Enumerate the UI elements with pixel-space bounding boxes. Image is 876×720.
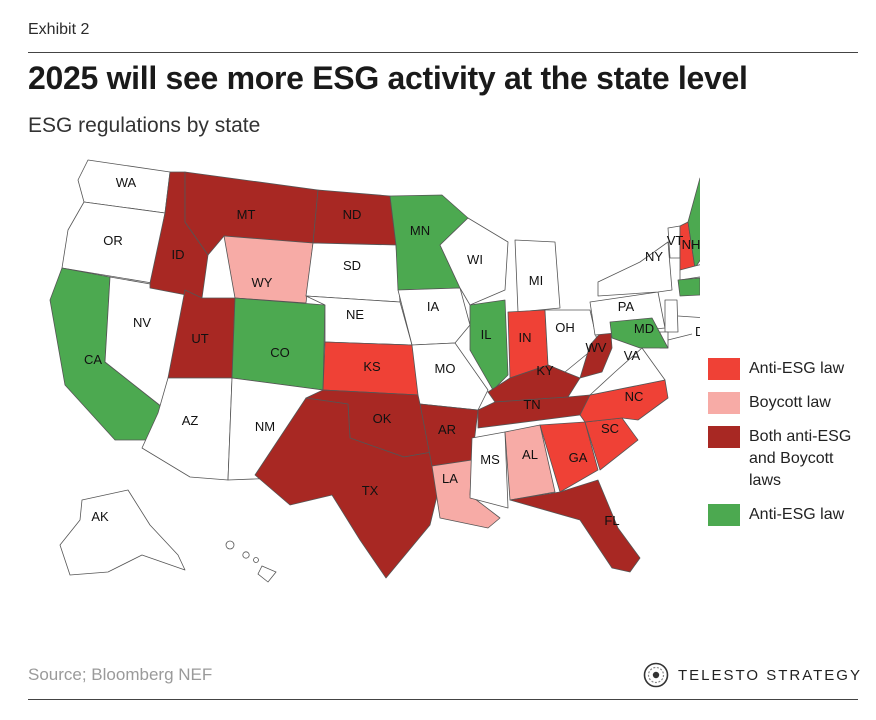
label-MN: MN	[410, 223, 430, 238]
label-TX: TX	[362, 483, 379, 498]
state-WY	[223, 235, 314, 304]
state-AK	[59, 489, 186, 576]
label-IN: IN	[519, 330, 532, 345]
label-ND: ND	[343, 207, 362, 222]
label-VT: VT	[667, 233, 684, 248]
label-OR: OR	[103, 233, 123, 248]
state-IA	[397, 287, 471, 346]
state-MA	[679, 264, 700, 281]
label-FL: FL	[604, 513, 619, 528]
legend-label: Both anti-ESG and Boycott laws	[749, 428, 852, 489]
label-UT: UT	[191, 331, 208, 346]
label-GA: GA	[569, 450, 588, 465]
label-IL: IL	[481, 327, 492, 342]
legend-item: Both anti-ESG and Boycott laws	[708, 426, 868, 492]
state-CT	[677, 277, 700, 297]
label-VA: VA	[624, 348, 641, 363]
label-WY: WY	[252, 275, 273, 290]
label-AZ: AZ	[182, 413, 199, 428]
label-SC: SC	[601, 421, 619, 436]
legend-swatch	[708, 358, 740, 380]
label-OH: OH	[555, 320, 575, 335]
label-MI: MI	[529, 273, 543, 288]
label-PA: PA	[618, 299, 635, 314]
label-KS: KS	[363, 359, 381, 374]
legend-item: Anti-ESG law	[708, 504, 868, 526]
label-TN: TN	[523, 397, 540, 412]
legend-item: Boycott law	[708, 392, 868, 414]
state-TX	[254, 397, 439, 579]
callout-lines	[667, 290, 700, 341]
label-OK: OK	[373, 411, 392, 426]
top-divider	[28, 52, 858, 53]
state-NJ	[664, 299, 679, 333]
bottom-divider	[28, 699, 858, 700]
map-legend: Anti-ESG law Boycott law Both anti-ESG a…	[708, 358, 868, 538]
source-note: Source; Bloomberg NEF	[28, 665, 213, 684]
legend-item: Anti-ESG law	[708, 358, 868, 380]
state-OH	[544, 309, 599, 373]
label-WV: WV	[586, 340, 607, 355]
label-CA: CA	[84, 352, 102, 367]
hawaii-islands	[225, 540, 277, 583]
label-MD: MD	[634, 321, 654, 336]
legend-label: Boycott law	[749, 394, 831, 411]
legend-label: Anti-ESG law	[749, 360, 845, 377]
label-CO: CO	[270, 345, 290, 360]
page-subtitle: ESG regulations by state	[28, 114, 261, 137]
label-SD: SD	[343, 258, 361, 273]
state-MS	[469, 431, 509, 509]
label-KY: KY	[536, 363, 554, 378]
us-state-map: WA OR CA NV ID MT WY UT AZ CO NM ND SD N…	[49, 159, 700, 583]
circular-logo-icon	[643, 662, 669, 688]
label-NM: NM	[255, 419, 275, 434]
label-IA: IA	[427, 299, 440, 314]
label-NH: NH	[682, 237, 700, 252]
label-DE: DE	[695, 324, 700, 339]
state-MI	[514, 239, 561, 313]
state-NY	[597, 241, 673, 297]
page-title: 2025 will see more ESG activity at the s…	[28, 60, 748, 96]
label-NE: NE	[346, 307, 364, 322]
state-WV	[579, 321, 613, 379]
label-AR: AR	[438, 422, 456, 437]
label-MS: MS	[480, 452, 500, 467]
state-AL	[504, 424, 556, 501]
label-WI: WI	[467, 252, 483, 267]
brand-logo: TELESTO STRATEGY	[643, 662, 862, 688]
state-MD	[609, 317, 669, 349]
label-WA: WA	[116, 175, 137, 190]
legend-swatch	[708, 426, 740, 448]
exhibit-label: Exhibit 2	[28, 21, 90, 38]
state-OR	[61, 201, 166, 284]
label-NC: NC	[625, 389, 644, 404]
label-LA: LA	[442, 471, 458, 486]
legend-swatch	[708, 504, 740, 526]
label-ID: ID	[172, 247, 185, 262]
state-FL	[509, 479, 641, 573]
brand-name: TELESTO STRATEGY	[678, 666, 862, 684]
label-MO: MO	[435, 361, 456, 376]
state-WI	[439, 217, 509, 306]
state-CO	[231, 297, 326, 391]
label-AL: AL	[522, 447, 538, 462]
legend-label: Anti-ESG law	[749, 506, 845, 523]
state-labels: WA OR CA NV ID MT WY UT AZ CO NM ND SD N…	[84, 175, 700, 528]
label-MT: MT	[237, 207, 256, 222]
label-NY: NY	[645, 249, 663, 264]
state-GA	[539, 421, 599, 493]
label-NV: NV	[133, 315, 151, 330]
legend-swatch	[708, 392, 740, 414]
label-AK: AK	[91, 509, 109, 524]
